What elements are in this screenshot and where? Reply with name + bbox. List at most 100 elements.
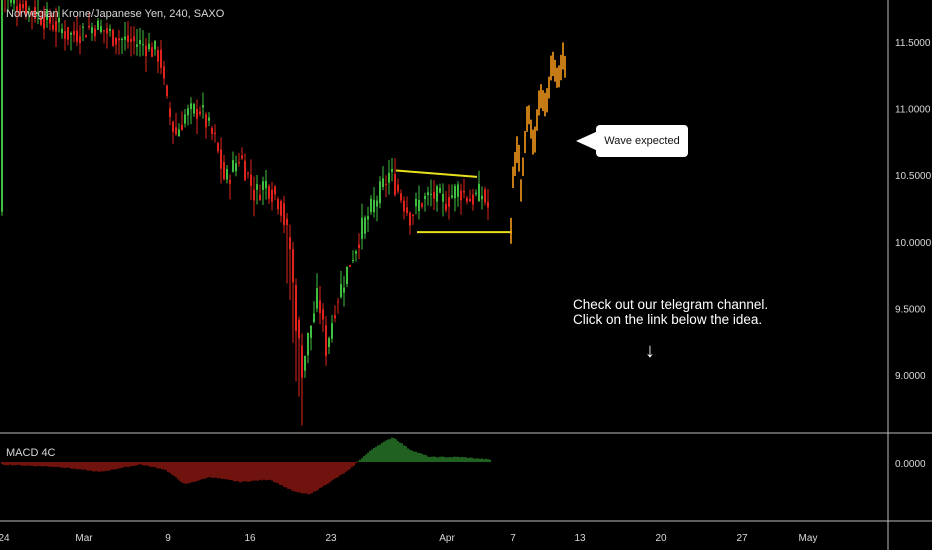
candle-body xyxy=(118,38,120,41)
candle-body xyxy=(193,104,195,114)
candle-body xyxy=(136,44,138,47)
candle-body xyxy=(373,199,375,213)
candle-body xyxy=(82,26,84,28)
candle-body xyxy=(463,191,465,193)
price-tick-label: 10.0000 xyxy=(895,238,932,249)
candle-body xyxy=(469,198,471,202)
candle-body xyxy=(352,260,354,262)
candle-body xyxy=(100,26,102,33)
candle-body xyxy=(70,32,72,35)
candle-body xyxy=(184,114,186,124)
candle-body xyxy=(154,40,156,50)
time-tick-label: 9 xyxy=(165,533,171,544)
candle-body xyxy=(292,249,294,283)
candle-body xyxy=(262,181,264,190)
candle-body xyxy=(331,323,333,339)
candle-body xyxy=(277,198,279,210)
callout-tail xyxy=(576,131,598,151)
candle-body xyxy=(13,0,15,4)
candle-body xyxy=(52,24,54,30)
candle-body xyxy=(124,36,126,40)
candle-body xyxy=(388,173,390,183)
candle-body xyxy=(448,197,450,207)
candle-body xyxy=(274,186,276,195)
candle-body xyxy=(340,284,342,298)
candle-body xyxy=(148,43,150,50)
candle-body xyxy=(406,207,408,214)
time-tick-label: 16 xyxy=(244,533,256,544)
candle-body xyxy=(433,191,435,199)
candle-body xyxy=(160,49,162,68)
candle-body xyxy=(205,114,207,128)
candle-body xyxy=(298,319,300,339)
candle-body xyxy=(235,163,237,172)
pattern-upper-line xyxy=(395,169,478,178)
candle-body xyxy=(133,36,135,42)
candle-body xyxy=(67,27,69,40)
candle-body xyxy=(400,193,402,201)
candle-body xyxy=(466,197,468,202)
candle-body xyxy=(157,50,159,62)
candle-body xyxy=(169,108,171,118)
candle-body xyxy=(382,178,384,187)
candle-body xyxy=(73,30,75,35)
candle-body xyxy=(88,25,90,28)
candle-body xyxy=(325,325,327,357)
note-line-1: Check out our telegram channel. xyxy=(573,297,769,312)
candle-body xyxy=(385,184,387,186)
time-tick-label: 23 xyxy=(325,533,337,544)
candle-body xyxy=(115,37,117,45)
candle-body xyxy=(346,266,348,285)
candle-body xyxy=(283,203,285,225)
candle-body xyxy=(202,105,204,108)
candle-body xyxy=(394,174,396,195)
candle-body xyxy=(409,212,411,226)
price-tick-label: 11.5000 xyxy=(895,38,931,49)
candle-body xyxy=(178,129,180,137)
time-tick-label: 27 xyxy=(736,533,748,544)
wave-callout[interactable]: Wave expected xyxy=(596,125,688,157)
candle-body xyxy=(112,29,114,46)
time-tick-label: 24 xyxy=(0,533,10,544)
candle-body xyxy=(166,85,168,97)
candle-body xyxy=(343,287,345,293)
candle-body xyxy=(187,108,189,116)
telegram-note: Check out our telegram channel. Click on… xyxy=(573,297,768,327)
candle-body xyxy=(109,28,111,31)
candle-body xyxy=(481,195,483,200)
candle-body xyxy=(256,184,258,190)
candle-body xyxy=(232,160,234,172)
candle-body xyxy=(37,11,39,14)
candle-body xyxy=(211,127,213,134)
candle-body xyxy=(58,17,60,23)
candle-body xyxy=(307,332,309,356)
macd-zero-label: 0.0000 xyxy=(895,459,926,470)
candle-body xyxy=(280,201,282,216)
candle-body xyxy=(337,301,339,303)
candle-body xyxy=(442,193,444,202)
candle-body xyxy=(31,11,33,15)
candle-body xyxy=(271,189,273,202)
candle-body xyxy=(313,313,315,323)
candle-body xyxy=(301,345,303,378)
candle-body xyxy=(424,195,426,200)
candle-body xyxy=(364,217,366,234)
candle-body xyxy=(208,117,210,121)
candle-body xyxy=(190,103,192,110)
candle-body xyxy=(304,355,306,371)
candle-body xyxy=(28,8,30,10)
candle-body xyxy=(421,203,423,207)
candle-body xyxy=(472,194,474,205)
candle-body xyxy=(247,172,249,174)
candle-body xyxy=(319,300,321,314)
candle-body xyxy=(484,189,486,203)
price-tick-label: 9.0000 xyxy=(895,371,926,382)
candle-body xyxy=(286,218,288,226)
price-tick-label: 9.5000 xyxy=(895,304,926,315)
candle-body xyxy=(106,28,108,34)
candle-body xyxy=(268,185,270,199)
candle-body xyxy=(403,200,405,212)
candle-body xyxy=(412,215,414,217)
